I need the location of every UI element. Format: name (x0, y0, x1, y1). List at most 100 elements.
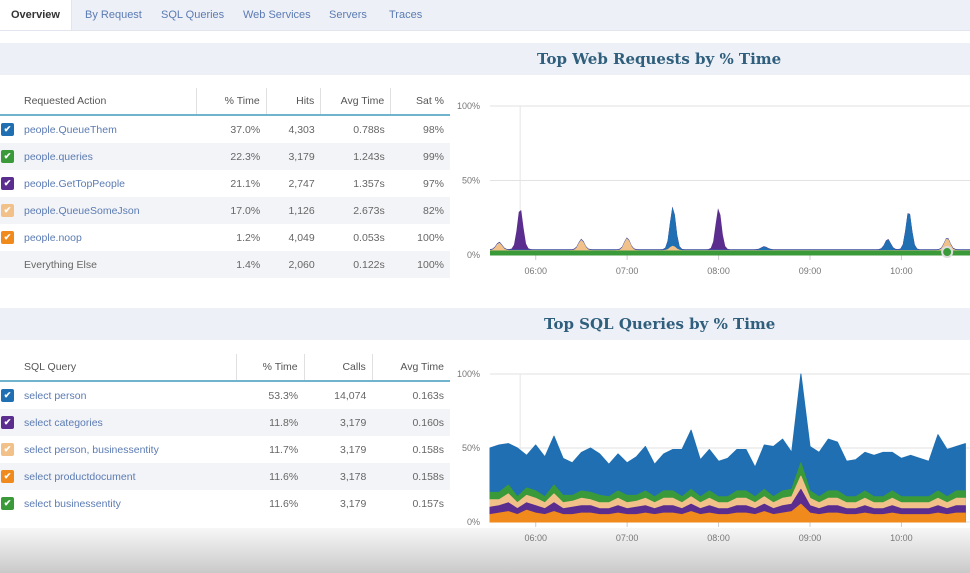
row-name-cell: ✔ people.queries (0, 143, 197, 170)
cell-avg: 0.163s (412, 389, 444, 402)
sql-queries-header: Top SQL Queries by % Time (0, 308, 970, 340)
row-link[interactable]: people.QueueThem (24, 123, 117, 136)
table-row[interactable]: ✔ select businessentity 11.6% 3,179 0.157s (0, 490, 450, 517)
cell-avg: 0.122s (320, 251, 391, 278)
x-tick-label: 07:00 (616, 266, 639, 276)
table-row[interactable]: ✔ people.QueueSomeJson 17.0% 1,126 2.673s 82% (0, 197, 450, 224)
column-header-hits[interactable]: Hits (266, 88, 322, 116)
row-link[interactable]: select businessentity (24, 497, 121, 510)
row-link[interactable]: select person (24, 389, 87, 402)
cell-pct: 53.3% (268, 389, 299, 402)
sql-queries-table: SQL Query % Time Calls Avg Time ✔ select … (0, 354, 450, 517)
series-checkbox[interactable]: ✔ (1, 470, 14, 483)
column-header-avg-time[interactable]: Avg Time (372, 354, 450, 382)
cell-avg: 1.357s (353, 177, 385, 190)
table-row[interactable]: ✔ select person, businessentity 11.7% 3,179… (0, 436, 450, 463)
table-row[interactable]: ✔ select productdocument 11.6% 3,178 0.158s (0, 463, 450, 490)
column-header-pct-time[interactable]: % Time (236, 354, 305, 382)
tab-overview[interactable]: Overview (0, 0, 72, 30)
column-header-pct-time[interactable]: % Time (196, 88, 267, 116)
cell-avg: 2.673s (320, 197, 391, 224)
x-tick-label: 09:00 (799, 533, 822, 543)
series-checkbox[interactable]: ✔ (1, 177, 14, 190)
row-link[interactable]: select categories (24, 416, 103, 429)
cell-sat: 100% (390, 251, 450, 278)
cell-calls: 3,178 (304, 463, 373, 490)
cell-calls: 3,179 (340, 443, 367, 456)
area-series-select-productdocument[interactable] (489, 503, 966, 523)
cell-pct: 17.0% (196, 197, 267, 224)
column-header-avg-time[interactable]: Avg Time (320, 88, 392, 116)
series-checkbox[interactable]: ✔ (1, 150, 14, 163)
x-tick-label: 10:00 (890, 533, 913, 543)
cell-hits: 2,060 (266, 251, 321, 278)
table-row[interactable]: ✔ people.QueueThem 37.0% 4,303 0.788s 98% (0, 115, 450, 143)
row-name-cell: ✔ select person (0, 381, 236, 409)
row-name-cell: ✔ people.QueueSomeJson (0, 197, 197, 224)
row-name-cell: ✔ people.noop (0, 224, 196, 251)
y-tick-label: 100% (457, 101, 480, 111)
cell-pct: 11.8% (236, 409, 305, 436)
table-row[interactable]: ✔ select categories 11.8% 3,179 0.160s (0, 409, 450, 436)
cell-avg: 0.160s (372, 409, 450, 436)
tab-by-request[interactable]: By Request (85, 9, 142, 21)
sql-queries-chart: 0% 50% 100% 06:00 07:00 08:00 09:00 10:00 (457, 369, 970, 543)
tab-web-services[interactable]: Web Services (243, 9, 311, 21)
cell-avg: 0.157s (412, 497, 444, 510)
cell-avg: 0.788s (353, 123, 385, 136)
tab-traces[interactable]: Traces (389, 9, 423, 21)
series-checkbox[interactable]: ✔ (1, 443, 14, 456)
tab-bar: Overview By Request SQL Queries Web Serv… (0, 0, 970, 31)
cell-hits: 4,303 (288, 123, 315, 136)
cell-pct: 11.7% (269, 443, 299, 456)
series-checkbox[interactable]: ✔ (1, 231, 14, 244)
cell-hits: 2,747 (288, 177, 315, 190)
cell-pct: 11.6% (269, 497, 299, 510)
column-header-sql-query[interactable]: SQL Query (0, 354, 237, 382)
cell-calls: 3,179 (304, 409, 373, 436)
row-link[interactable]: people.QueueSomeJson (24, 204, 140, 217)
x-tick-label: 07:00 (616, 533, 639, 543)
x-tick-label: 10:00 (890, 266, 913, 276)
table-row[interactable]: Everything Else 1.4% 2,060 0.122s 100% (0, 251, 450, 278)
web-requests-table: Requested Action % Time Hits Avg Time Sa… (0, 88, 450, 278)
row-name-cell: ✔ select person, businessentity (0, 436, 236, 463)
row-link[interactable]: people.noop (24, 231, 82, 244)
row-label: Everything Else (24, 258, 97, 271)
row-link[interactable]: select productdocument (24, 470, 136, 483)
y-tick-label: 0% (467, 517, 480, 527)
tab-servers[interactable]: Servers (329, 9, 367, 21)
area-series-people-gettoppeople[interactable] (490, 206, 970, 256)
sql-queries-title: Top SQL Queries by % Time (544, 315, 776, 333)
hover-marker[interactable] (941, 246, 954, 259)
row-name-cell: ✔ select categories (0, 409, 237, 436)
x-tick-label: 06:00 (524, 533, 547, 543)
tab-sql-queries[interactable]: SQL Queries (161, 9, 225, 21)
row-link[interactable]: people.queries (24, 150, 93, 163)
column-header-requested-action[interactable]: Requested Action (0, 88, 197, 116)
series-checkbox[interactable]: ✔ (1, 416, 14, 429)
series-checkbox[interactable]: ✔ (1, 497, 14, 510)
web-requests-chart: 0% 50% 100% 06:00 07:00 08:00 09:00 10:00 (457, 101, 970, 276)
table-row[interactable]: ✔ people.noop 1.2% 4,049 0.053s 100% (0, 224, 450, 251)
cell-avg: 0.158s (412, 443, 444, 456)
series-checkbox[interactable]: ✔ (1, 389, 14, 402)
area-series-people-queuethem[interactable] (490, 207, 970, 255)
cell-hits: 1,126 (266, 197, 321, 224)
cell-hits: 4,049 (288, 231, 315, 244)
y-tick-label: 50% (462, 443, 480, 453)
series-checkbox[interactable]: ✔ (1, 123, 14, 136)
x-tick-label: 06:00 (524, 266, 547, 276)
cell-pct: 21.1% (230, 177, 261, 190)
series-checkbox[interactable]: ✔ (1, 204, 14, 217)
x-tick-label: 08:00 (707, 266, 730, 276)
cell-avg: 0.158s (372, 463, 450, 490)
row-link[interactable]: people.GetTopPeople (24, 177, 125, 190)
table-row[interactable]: ✔ people.queries 22.3% 3,179 1.243s 99% (0, 143, 450, 170)
column-header-sat-pct[interactable]: Sat % (390, 88, 450, 116)
x-tick-label: 09:00 (799, 266, 822, 276)
column-header-calls[interactable]: Calls (304, 354, 373, 382)
table-row[interactable]: ✔ select person 53.3% 14,074 0.163s (0, 381, 450, 409)
row-link[interactable]: select person, businessentity (24, 443, 159, 456)
table-row[interactable]: ✔ people.GetTopPeople 21.1% 2,747 1.357s 97% (0, 170, 450, 197)
